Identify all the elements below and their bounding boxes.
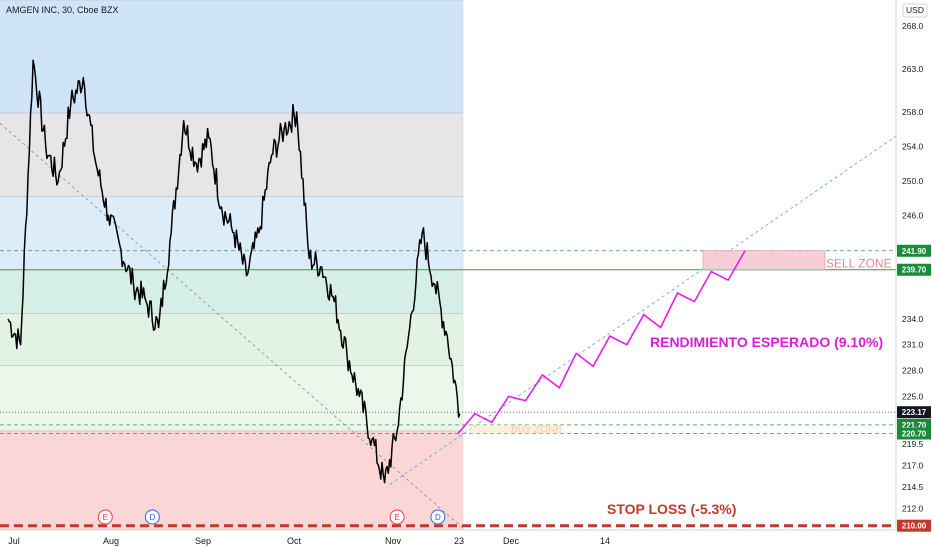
stop-loss-label: STOP LOSS (-5.3%) <box>607 501 736 517</box>
price-badge-label: 241.90 <box>902 247 927 256</box>
fib-bands <box>0 0 464 530</box>
annotations: SELL ZONE BUY ZONE RENDIMIENTO ESPERADO (9… <box>511 257 892 517</box>
time-tick: Oct <box>287 536 302 546</box>
rendimiento-label: RENDIMIENTO ESPERADO (9.10%) <box>650 334 883 350</box>
price-tick: 234.0 <box>902 314 924 324</box>
price-tick: 219.5 <box>902 439 924 449</box>
fib-band-0 <box>0 0 463 113</box>
price-tick: 217.0 <box>902 460 924 470</box>
time-tick: Dec <box>503 536 520 546</box>
event-marker-d[interactable]: D <box>430 509 446 525</box>
price-badge-box <box>897 244 931 257</box>
fib-band-1 <box>0 112 463 197</box>
currency-badge[interactable]: USD <box>902 3 928 18</box>
time-axis: Jul Aug Sep Oct Nov 23 Dec 14 <box>0 529 896 550</box>
time-tick: Jul <box>8 536 20 546</box>
event-marker-label: D <box>435 513 441 522</box>
price-tick: 214.5 <box>902 482 924 492</box>
time-tick: Aug <box>103 536 119 546</box>
price-tick: 212.0 <box>902 503 924 513</box>
price-badge: 223.17 <box>897 406 931 419</box>
event-marker-circle <box>430 509 446 525</box>
event-marker-e[interactable]: E <box>389 509 405 525</box>
event-marker-label: E <box>394 513 399 522</box>
price-tick: 258.0 <box>902 107 924 117</box>
fib-band-6 <box>0 430 463 530</box>
series <box>7 59 746 484</box>
price-badge-box <box>897 406 931 419</box>
price-tick: 228.0 <box>902 366 924 376</box>
event-marker-circle <box>144 509 160 525</box>
price-tick: 246.0 <box>902 210 924 220</box>
event-marker-circle <box>97 509 113 525</box>
price-badge: 220.70 <box>897 427 931 440</box>
fib-band-2 <box>0 196 463 270</box>
price-tick: 254.0 <box>902 142 924 152</box>
sell-zone-label: SELL ZONE <box>826 257 892 271</box>
buy-zone-label: BUY ZONE <box>511 424 562 435</box>
price-tick: 225.0 <box>902 391 924 401</box>
price-tick: 250.0 <box>902 176 924 186</box>
projection-line <box>457 250 746 435</box>
price-tick: 231.0 <box>902 340 924 350</box>
price-badge-label: 223.17 <box>902 408 927 417</box>
sell-zone-box <box>702 250 826 271</box>
fib-band-3 <box>0 269 463 314</box>
time-tick: 23 <box>454 536 464 546</box>
chart-title: AMGEN INC, 30, Cboe BZX <box>6 5 119 15</box>
currency-badge-box <box>902 3 928 18</box>
price-badge-label: 210.00 <box>902 522 927 531</box>
downtrend-line <box>0 122 464 529</box>
time-axis-bg <box>0 530 896 550</box>
time-tick: Sep <box>195 536 211 546</box>
time-tick: Nov <box>385 536 402 546</box>
event-marker-label: D <box>149 513 155 522</box>
price-badge: 210.00 <box>897 519 931 532</box>
price-tick: 263.0 <box>902 64 924 74</box>
buy-zone-box <box>470 424 562 434</box>
price-badge-label: 220.70 <box>902 429 927 438</box>
event-marker-label: E <box>103 513 108 522</box>
event-marker-e[interactable]: E <box>97 509 113 525</box>
price-badge-box <box>897 427 931 440</box>
price-badge-box <box>897 263 931 276</box>
uptrend-line <box>389 135 897 485</box>
price-badge: 239.70 <box>897 263 931 276</box>
event-marker-d[interactable]: D <box>144 509 160 525</box>
price-badge-label: 221.70 <box>902 421 927 430</box>
event-marker-circle <box>389 509 405 525</box>
price-badge-label: 239.70 <box>902 266 927 275</box>
price-tick: 268.0 <box>902 21 924 31</box>
zones <box>470 250 826 434</box>
price-line <box>7 59 461 484</box>
price-axis: USD 268.0 263.0 258.0 254.0 250.0 246.0 234.0 23… <box>895 0 932 550</box>
fib-band-5 <box>0 365 463 431</box>
fib-band-4 <box>0 313 463 366</box>
price-badge-box <box>897 519 931 532</box>
time-tick: 14 <box>600 536 610 546</box>
price-badge: 241.90 <box>897 244 931 257</box>
currency-label: USD <box>906 5 924 15</box>
